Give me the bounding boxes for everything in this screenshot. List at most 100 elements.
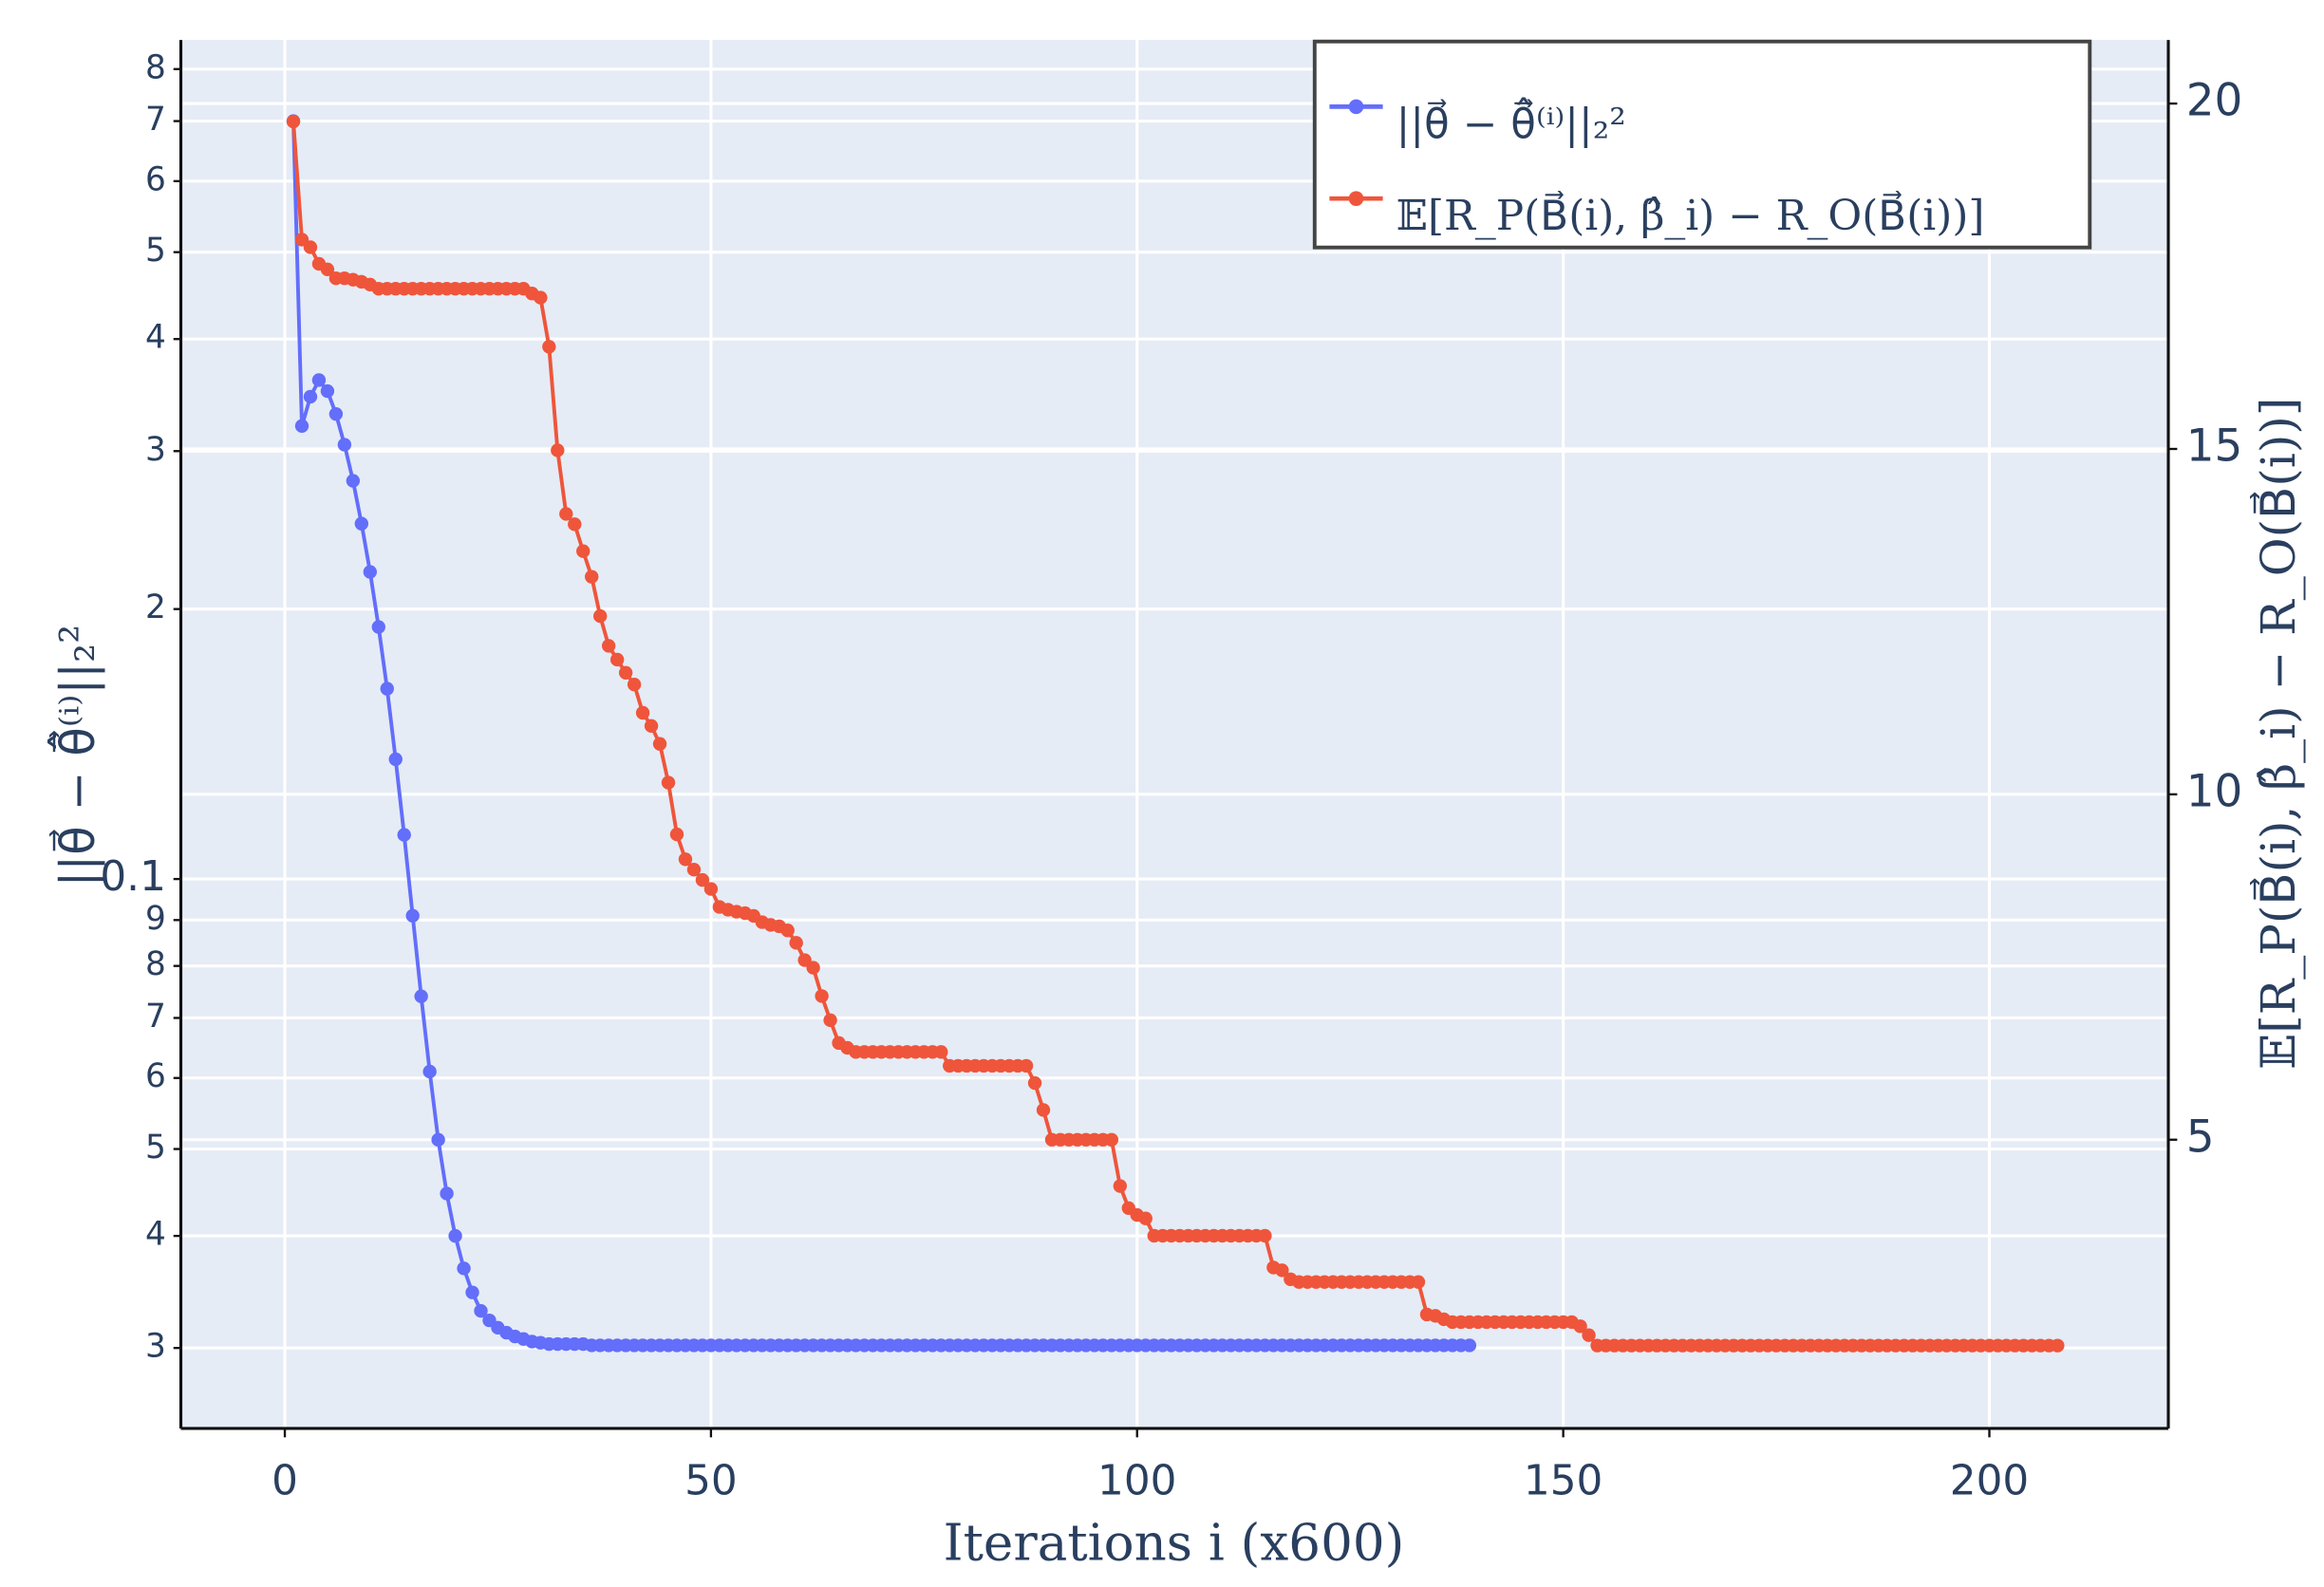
- point: [534, 290, 548, 305]
- y-tick-label: 6: [145, 160, 166, 198]
- point: [678, 852, 693, 867]
- point: [363, 565, 377, 579]
- point: [661, 775, 676, 790]
- point: [311, 373, 327, 387]
- point: [1019, 1058, 1034, 1074]
- y-tick-label: 8: [145, 945, 166, 983]
- point: [551, 443, 565, 457]
- y2-tick-label: 5: [2186, 1111, 2215, 1163]
- point: [294, 419, 309, 433]
- data-layer: [286, 114, 2065, 1353]
- point: [1138, 1211, 1153, 1225]
- point: [320, 262, 335, 276]
- point: [431, 1132, 445, 1147]
- point: [1275, 1263, 1289, 1278]
- y2-axis-title: 𝔼[R_P(B⃗(i), β̂_i) − R_O(B⃗(i))]: [2250, 398, 2306, 1070]
- y-tick-label: 9: [145, 900, 166, 938]
- point: [465, 1285, 479, 1299]
- point: [337, 438, 352, 452]
- x-tick-label: 0: [272, 1457, 298, 1505]
- legend-swatch-marker: [1348, 191, 1364, 207]
- y2-tick-label: 20: [2186, 76, 2243, 127]
- y-tick-label: 2: [145, 588, 166, 626]
- y2-tick-label: 10: [2186, 766, 2243, 817]
- point: [303, 389, 318, 404]
- y-tick-label: 7: [145, 998, 166, 1036]
- legend: ||θ⃗ − θ̂⃗⁽ⁱ⁾||₂² 𝔼[R_P(B⃗(i), β̂_i) − R_…: [1312, 39, 2092, 250]
- point: [609, 652, 625, 667]
- y-tick-label: 6: [145, 1057, 166, 1095]
- legend-swatch-marker: [1348, 99, 1364, 115]
- point: [380, 681, 394, 696]
- point: [1113, 1179, 1127, 1193]
- point: [457, 1261, 471, 1276]
- point: [405, 908, 420, 923]
- point: [303, 240, 318, 254]
- point: [703, 882, 719, 896]
- point: [585, 569, 599, 584]
- point: [320, 383, 335, 399]
- x-axis-title: Iterations i (x600): [944, 1513, 1405, 1572]
- point: [2051, 1338, 2065, 1353]
- y-tick-label: 0.1: [100, 852, 166, 901]
- point: [823, 1013, 837, 1028]
- y-tick-label: 4: [145, 1216, 166, 1254]
- ticks: 0 50 100 150 200 3 4 5 6 7 8 90.1 2 3 4 5 6 7 8 5 10 15 20: [100, 48, 2242, 1504]
- point: [371, 620, 385, 634]
- point: [1027, 1075, 1042, 1091]
- point: [1036, 1103, 1051, 1117]
- y-tick-label: 3: [145, 431, 166, 469]
- point: [618, 665, 633, 680]
- point: [448, 1228, 462, 1243]
- point: [1462, 1338, 1477, 1353]
- point: [559, 507, 573, 521]
- legend-box: [1312, 39, 2092, 250]
- point: [422, 1064, 437, 1079]
- point: [627, 677, 642, 692]
- point: [695, 872, 710, 887]
- point: [1104, 1132, 1119, 1147]
- point: [1258, 1228, 1272, 1243]
- point: [601, 639, 616, 653]
- point: [576, 544, 590, 558]
- y-tick-label: 5: [145, 232, 166, 270]
- point: [440, 1186, 454, 1201]
- point: [328, 406, 344, 421]
- y-axis-title: ||θ⃗ − θ̂⃗⁽ⁱ⁾||₂²: [47, 625, 105, 887]
- y-tick-label: 7: [145, 101, 166, 139]
- point: [1411, 1275, 1426, 1289]
- y-tick-label: 5: [145, 1129, 166, 1167]
- point: [286, 114, 301, 129]
- point: [593, 608, 608, 624]
- point: [1573, 1319, 1587, 1334]
- point: [397, 828, 411, 842]
- point: [652, 737, 667, 751]
- y2-tick-label: 15: [2186, 420, 2243, 472]
- point: [542, 340, 556, 354]
- plot-area: [180, 40, 2169, 1428]
- x-tick-label: 200: [1950, 1457, 2029, 1505]
- point: [789, 936, 803, 950]
- point: [354, 516, 369, 531]
- legend-label: 𝔼[R_P(B⃗(i), β̂_i) − R_O(B⃗(i))]: [1396, 190, 1985, 240]
- point: [346, 474, 361, 488]
- point: [635, 705, 650, 720]
- x-tick-label: 150: [1524, 1457, 1602, 1505]
- point: [388, 752, 403, 767]
- point: [806, 961, 820, 975]
- point: [815, 989, 829, 1003]
- point: [934, 1045, 948, 1059]
- y-tick-label: 4: [145, 319, 166, 357]
- point: [568, 517, 582, 532]
- point: [414, 989, 428, 1003]
- legend-label: ||θ⃗ − θ̂⃗⁽ⁱ⁾||₂²: [1396, 97, 1626, 148]
- point: [686, 863, 702, 877]
- point: [644, 719, 659, 734]
- y-tick-label: 3: [145, 1328, 166, 1366]
- x-tick-label: 50: [684, 1457, 738, 1505]
- point: [669, 827, 684, 842]
- point: [1582, 1328, 1596, 1342]
- point: [474, 1303, 488, 1318]
- y-tick-label: 8: [145, 48, 166, 86]
